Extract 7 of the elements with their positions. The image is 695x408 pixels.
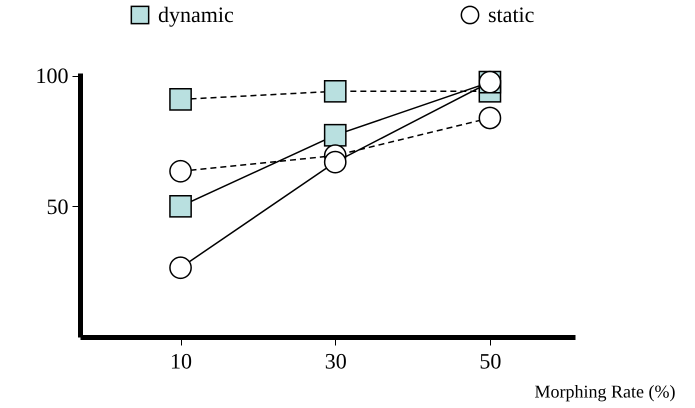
legend-label: static bbox=[488, 2, 535, 27]
x-tick-label: 30 bbox=[324, 348, 347, 374]
legend-label: dynamic bbox=[158, 2, 234, 27]
y-tick-label: 100 bbox=[36, 63, 68, 88]
x-axis-title: Morphing Rate (%) bbox=[534, 382, 676, 402]
x-tick-label: 10 bbox=[170, 348, 192, 374]
x-tick-label: 50 bbox=[479, 348, 502, 374]
